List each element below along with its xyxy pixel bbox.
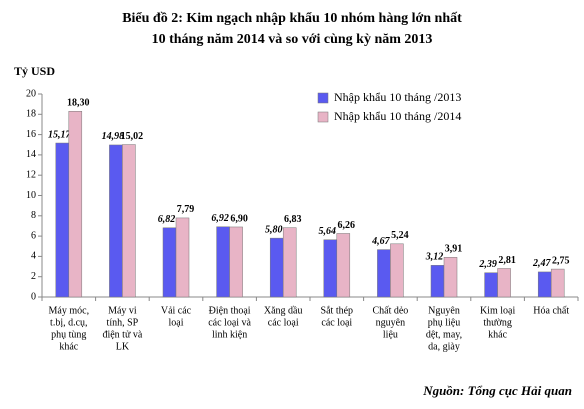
x-tick-label: t.bị, d.cụ, bbox=[50, 317, 88, 328]
x-tick-label: da, giày bbox=[428, 341, 460, 352]
value-label: 6,90 bbox=[230, 213, 248, 224]
legend-swatch bbox=[317, 92, 329, 104]
value-label: 5,64 bbox=[319, 226, 337, 237]
x-tick-label: liệu bbox=[383, 329, 398, 340]
x-tick-label: phụ liệu bbox=[428, 317, 461, 328]
bar bbox=[484, 272, 498, 298]
y-tick-label: 4 bbox=[31, 251, 36, 262]
bar bbox=[323, 239, 338, 298]
x-tick-label: Sắt thép bbox=[321, 305, 354, 316]
x-tick-label: các loại bbox=[321, 317, 352, 328]
value-label: 6,83 bbox=[284, 214, 302, 225]
x-tick-label: các loại bbox=[268, 317, 299, 328]
value-label: 3,12 bbox=[425, 252, 444, 263]
source: Nguồn: Tổng cục Hải quan bbox=[422, 383, 572, 398]
bar bbox=[497, 268, 511, 298]
x-tick-label: Vải các bbox=[161, 305, 192, 316]
x-tick-label: khác bbox=[488, 329, 507, 340]
x-tick-label: các loại và bbox=[208, 317, 251, 328]
value-label: 14,98 bbox=[102, 131, 125, 142]
bar bbox=[550, 268, 565, 298]
value-label: 2,47 bbox=[532, 258, 552, 269]
y-tick-label: 2 bbox=[31, 271, 36, 282]
bar bbox=[269, 237, 284, 298]
x-tick-label: Kim loại bbox=[480, 305, 515, 316]
value-label: 7,79 bbox=[177, 204, 195, 215]
bar bbox=[443, 257, 458, 298]
x-tick-label: Máy móc, bbox=[49, 305, 90, 316]
y-tick-label: 20 bbox=[26, 88, 36, 99]
legend-label: Nhập khẩu 10 tháng /2013 bbox=[334, 90, 461, 104]
chart-title: 10 tháng năm 2014 và so với cùng kỳ năm … bbox=[152, 32, 433, 47]
legend-swatch bbox=[317, 111, 329, 123]
bar bbox=[336, 233, 351, 298]
bar bbox=[282, 227, 297, 298]
x-tick-label: Xăng dầu bbox=[264, 305, 303, 316]
bar bbox=[377, 249, 391, 298]
y-axis-label: Tỷ USD bbox=[14, 64, 55, 78]
y-tick-label: 14 bbox=[26, 149, 36, 160]
bar bbox=[175, 217, 190, 298]
x-tick-label: linh kiện bbox=[212, 329, 247, 340]
value-label: 5,24 bbox=[391, 230, 409, 241]
bar bbox=[390, 243, 404, 298]
value-label: 15,17 bbox=[48, 129, 72, 140]
x-tick-label: nguyên bbox=[376, 317, 405, 328]
value-label: 18,30 bbox=[67, 98, 90, 109]
x-tick-label: Máy vi bbox=[108, 305, 137, 316]
value-label: 6,26 bbox=[338, 220, 356, 231]
x-tick-label: Chất dẻo bbox=[372, 305, 408, 316]
bar bbox=[122, 144, 136, 298]
value-label: 2,81 bbox=[498, 255, 516, 266]
y-tick-label: 18 bbox=[26, 109, 36, 120]
value-label: 2,75 bbox=[552, 255, 570, 266]
x-tick-label: dệt, may, bbox=[426, 329, 462, 340]
x-tick-label: thường bbox=[483, 317, 512, 328]
value-label: 3,91 bbox=[445, 244, 463, 255]
chart-title: Biểu đồ 2: Kim ngạch nhập khẩu 10 nhóm h… bbox=[122, 11, 462, 26]
y-tick-label: 8 bbox=[31, 210, 36, 221]
x-tick-label: Nguyên bbox=[428, 305, 460, 316]
x-tick-label: điện tử và bbox=[102, 329, 142, 340]
bar bbox=[109, 144, 123, 298]
value-label: 4,67 bbox=[371, 236, 391, 247]
value-label: 6,82 bbox=[158, 214, 176, 225]
bar bbox=[162, 227, 177, 298]
x-tick-label: Hóa chất bbox=[533, 305, 569, 316]
bar bbox=[229, 226, 243, 298]
x-tick-label: Điện thoại bbox=[209, 305, 251, 316]
x-tick-label: khác bbox=[59, 341, 78, 352]
bar bbox=[430, 265, 445, 298]
value-label: 2,39 bbox=[478, 259, 497, 270]
x-tick-label: phụ tùng bbox=[51, 329, 86, 340]
legend-label: Nhập khẩu 10 tháng /2014 bbox=[334, 109, 461, 123]
y-tick-label: 6 bbox=[31, 230, 36, 241]
value-label: 5,80 bbox=[265, 224, 283, 235]
y-tick-label: 10 bbox=[26, 190, 36, 201]
y-tick-label: 12 bbox=[26, 169, 36, 180]
x-tick-label: loại bbox=[169, 317, 184, 328]
bar bbox=[68, 111, 83, 298]
bar bbox=[216, 226, 230, 298]
value-label: 15,02 bbox=[121, 131, 144, 142]
bar bbox=[537, 271, 552, 298]
bar bbox=[55, 142, 70, 298]
y-tick-label: 0 bbox=[31, 291, 36, 302]
y-tick-label: 16 bbox=[26, 129, 36, 140]
x-tick-label: tính, SP bbox=[107, 317, 139, 328]
x-tick-label: LK bbox=[116, 341, 130, 352]
value-label: 6,92 bbox=[211, 213, 229, 224]
